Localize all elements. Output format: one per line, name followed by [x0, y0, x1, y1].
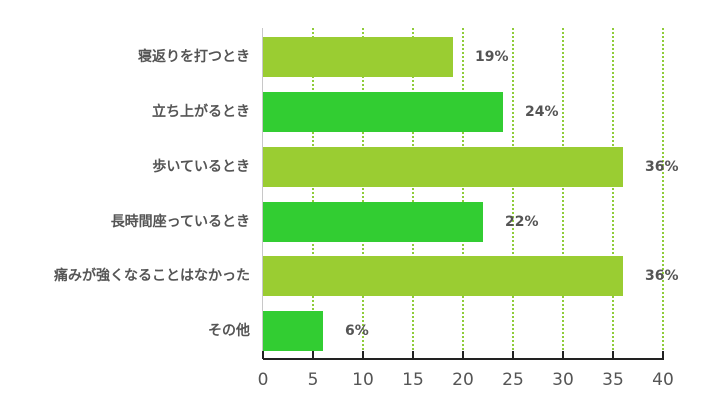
x-tick-mark: [462, 351, 464, 359]
category-label: 歩いているとき: [152, 159, 250, 175]
category-label: 寝返りを打つとき: [138, 49, 250, 65]
x-axis-line: [263, 358, 664, 360]
y-axis-line: [262, 28, 263, 359]
x-tick-mark: [662, 351, 664, 359]
gridline: [612, 28, 614, 358]
x-tick-mark: [412, 351, 414, 359]
bar: [263, 92, 503, 132]
value-label: 36%: [645, 268, 679, 284]
category-label: 長時間座っているとき: [110, 214, 250, 230]
gridline: [462, 28, 464, 358]
gridline: [662, 28, 664, 358]
x-tick-mark: [512, 351, 514, 359]
x-tick-label: 35: [602, 370, 624, 390]
x-tick-label: 25: [502, 370, 524, 390]
category-label: 痛みが強くなることはなかった: [54, 268, 250, 284]
x-tick-label: 40: [652, 370, 674, 390]
x-tick-mark: [612, 351, 614, 359]
category-label: その他: [208, 323, 250, 339]
value-label: 24%: [525, 104, 559, 120]
gridline: [312, 28, 314, 358]
value-label: 19%: [475, 49, 509, 65]
gridline: [562, 28, 564, 358]
bar: [263, 256, 623, 296]
x-tick-label: 0: [257, 370, 269, 390]
x-tick-label: 15: [402, 370, 424, 390]
x-tick-label: 20: [452, 370, 474, 390]
x-tick-mark: [262, 351, 264, 359]
x-tick-mark: [312, 351, 314, 359]
value-label: 22%: [505, 214, 539, 230]
x-tick-label: 30: [552, 370, 574, 390]
value-label: 36%: [645, 159, 679, 175]
value-label: 6%: [345, 323, 369, 339]
category-label: 立ち上がるとき: [152, 104, 250, 120]
bar: [263, 147, 623, 187]
x-tick-mark: [362, 351, 364, 359]
bar: [263, 311, 323, 351]
x-tick-label: 5: [307, 370, 319, 390]
x-tick-mark: [562, 351, 564, 359]
bar: [263, 37, 453, 77]
gridline: [512, 28, 514, 358]
gridline: [362, 28, 364, 358]
gridline: [412, 28, 414, 358]
bar: [263, 202, 483, 242]
x-tick-label: 10: [352, 370, 374, 390]
